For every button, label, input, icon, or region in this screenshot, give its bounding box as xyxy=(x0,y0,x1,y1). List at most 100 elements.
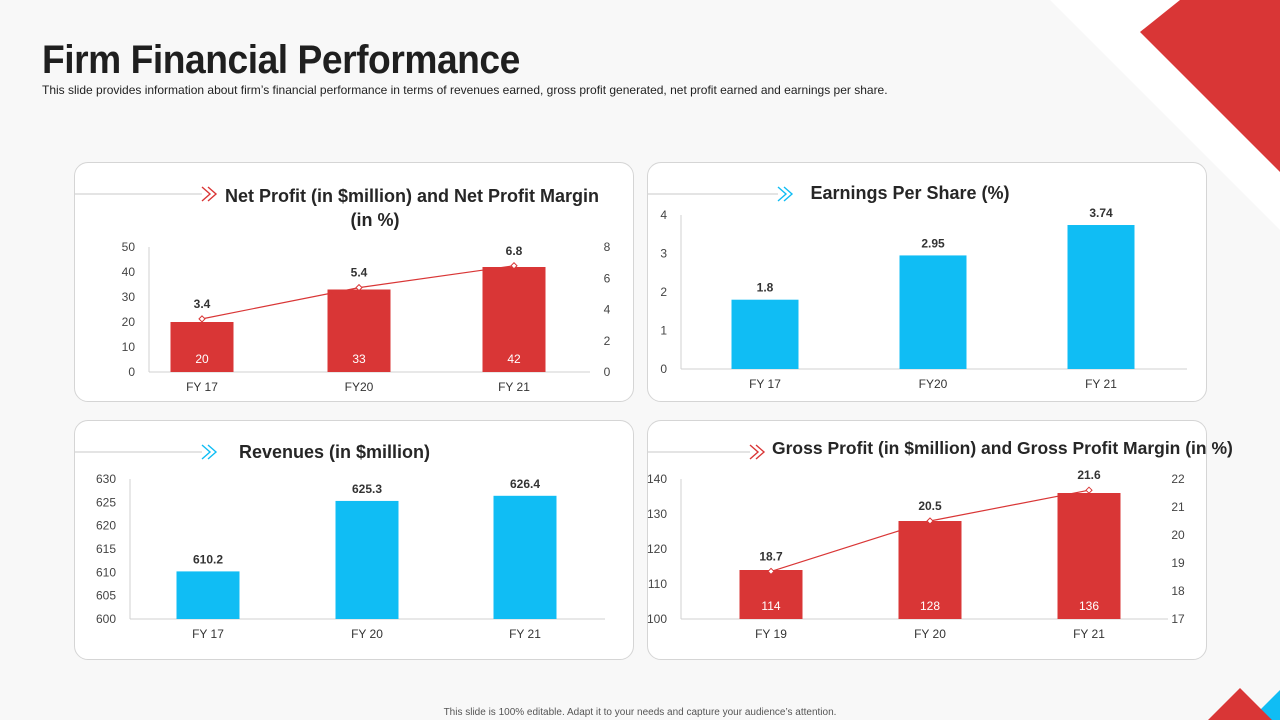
net-profit-panel: 0 10 20 30 40 50 0 2 4 6 8 20 FY 17 33 FY20 42 FY 21 3.4 5… xyxy=(74,162,634,402)
chevron-icon-outer xyxy=(201,444,212,460)
line-point xyxy=(198,315,206,323)
y2-tick-label: 22 xyxy=(1171,472,1185,486)
line-point xyxy=(1085,486,1093,494)
bar-data-label: 610.2 xyxy=(193,552,223,566)
line-data-label: 20.5 xyxy=(918,499,942,513)
gross-profit-chart-title: Gross Profit (in $million) and Gross Pro… xyxy=(772,438,1233,458)
y-tick-label: 120 xyxy=(647,542,667,556)
y2-tick-label: 18 xyxy=(1171,584,1185,598)
x-tick-label: FY 21 xyxy=(498,380,530,394)
y-tick-label: 10 xyxy=(122,340,136,354)
page-title: Firm Financial Performance xyxy=(42,38,520,82)
y-tick-label: 610 xyxy=(96,565,116,579)
bar-data-label: 2.95 xyxy=(921,236,945,250)
y2-tick-label: 0 xyxy=(604,365,611,379)
y-tick-label: 4 xyxy=(660,208,667,222)
chevron-icon-inner xyxy=(783,186,794,202)
bar xyxy=(898,521,962,619)
net-profit-title-icon xyxy=(75,186,218,202)
y2-tick-label: 6 xyxy=(604,271,611,285)
chevron-icon-inner xyxy=(207,444,218,460)
bar xyxy=(335,500,399,619)
chevron-icon-outer xyxy=(749,444,760,460)
y2-tick-label: 17 xyxy=(1171,612,1185,626)
revenues-chart-title: Revenues (in $million) xyxy=(239,442,431,462)
net-profit-chart-title: Net Profit (in $million) and Net Profit … xyxy=(225,184,600,232)
y-tick-label: 130 xyxy=(647,507,667,521)
y-tick-label: 620 xyxy=(96,519,116,533)
bar xyxy=(482,267,546,372)
bar xyxy=(1057,493,1121,619)
line-data-label: 18.7 xyxy=(759,549,783,563)
revenues-title-icon xyxy=(75,444,218,460)
bar xyxy=(493,495,557,619)
bar xyxy=(899,255,967,369)
y2-tick-label: 2 xyxy=(604,334,611,348)
page-subtitle: This slide provides information about fi… xyxy=(42,83,888,97)
y-tick-label: 1 xyxy=(660,324,667,338)
gross-profit-title-icon xyxy=(648,444,766,460)
y-tick-label: 3 xyxy=(660,247,667,261)
bar xyxy=(1067,225,1135,369)
y-tick-label: 615 xyxy=(96,542,116,556)
y2-tick-label: 8 xyxy=(604,240,611,254)
eps-title-icon xyxy=(648,186,794,202)
revenues-chart: 600 605 610 615 620 625 630 610.2 FY 17 625.3 FY 2… xyxy=(75,444,605,641)
line-point xyxy=(767,567,775,576)
y-tick-label: 30 xyxy=(122,290,136,304)
bar-data-label: 3.74 xyxy=(1089,206,1113,220)
y-tick-label: 605 xyxy=(96,589,116,603)
bottom-right-red-triangle xyxy=(1208,688,1272,720)
x-tick-label: FY 21 xyxy=(509,627,541,641)
y-tick-label: 20 xyxy=(122,315,136,329)
y-tick-label: 625 xyxy=(96,495,116,509)
chevron-icon-outer xyxy=(201,186,212,202)
eps-chart: 0 1 2 3 4 1.8 FY 17 2.95 FY20 3.74 FY 21 xyxy=(648,186,1187,391)
line-data-label: 21.6 xyxy=(1077,468,1101,482)
y-tick-label: 100 xyxy=(647,612,667,626)
bar-value-label: 33 xyxy=(352,352,366,366)
revenues-panel: 600 605 610 615 620 625 630 610.2 FY 17 625.3 FY 2… xyxy=(74,420,634,660)
y-tick-label: 50 xyxy=(122,240,136,254)
bar-value-label: 114 xyxy=(761,599,780,613)
y-tick-label: 140 xyxy=(647,472,667,486)
net-profit-chart-title-line2: (in %) xyxy=(350,210,400,230)
bar-data-label: 1.8 xyxy=(757,281,774,295)
page-footer: This slide is 100% editable. Adapt it to… xyxy=(443,707,837,718)
y-tick-label: 630 xyxy=(96,472,116,486)
y-tick-label: 40 xyxy=(122,265,136,279)
y-tick-label: 0 xyxy=(128,365,135,379)
bar-data-label: 625.3 xyxy=(352,482,382,496)
line-data-label: 3.4 xyxy=(194,297,211,311)
x-tick-label: FY20 xyxy=(919,377,948,391)
bar xyxy=(327,289,391,372)
y2-tick-label: 19 xyxy=(1171,556,1185,570)
gross-profit-panel: 100 110 120 130 140 17 18 19 20 21 22 114 FY 19 128 FY… xyxy=(647,420,1233,660)
bar-value-label: 136 xyxy=(1079,599,1099,613)
x-tick-label: FY 19 xyxy=(755,627,787,641)
x-tick-label: FY 20 xyxy=(914,627,946,641)
line-point xyxy=(926,517,934,525)
x-tick-label: FY20 xyxy=(345,380,374,394)
bar xyxy=(176,571,240,619)
gross-profit-chart: 100 110 120 130 140 17 18 19 20 21 22 114 FY 19 128 FY… xyxy=(647,444,1185,641)
bar xyxy=(170,322,234,372)
y-tick-label: 0 xyxy=(660,362,667,376)
chevron-icon-inner xyxy=(207,186,218,202)
net-profit-chart-title-line1: Net Profit (in $million) and Net Profit … xyxy=(225,186,600,206)
line-data-label: 6.8 xyxy=(506,244,523,258)
y2-tick-label: 20 xyxy=(1171,528,1185,542)
eps-chart-title: Earnings Per Share (%) xyxy=(810,183,1010,203)
line-point xyxy=(355,283,363,292)
net-profit-chart: 0 10 20 30 40 50 0 2 4 6 8 20 FY 17 33 FY20 42 FY 21 3.4 5… xyxy=(75,186,611,394)
y-tick-label: 600 xyxy=(96,612,116,626)
x-tick-label: FY 17 xyxy=(192,627,224,641)
y2-tick-label: 21 xyxy=(1171,500,1185,514)
top-right-red-triangle xyxy=(1140,0,1280,172)
x-tick-label: FY 17 xyxy=(749,377,781,391)
y-tick-label: 110 xyxy=(648,577,667,591)
bar-data-label: 626.4 xyxy=(510,477,540,491)
x-tick-label: FY 21 xyxy=(1085,377,1117,391)
chevron-icon-outer xyxy=(777,186,788,202)
